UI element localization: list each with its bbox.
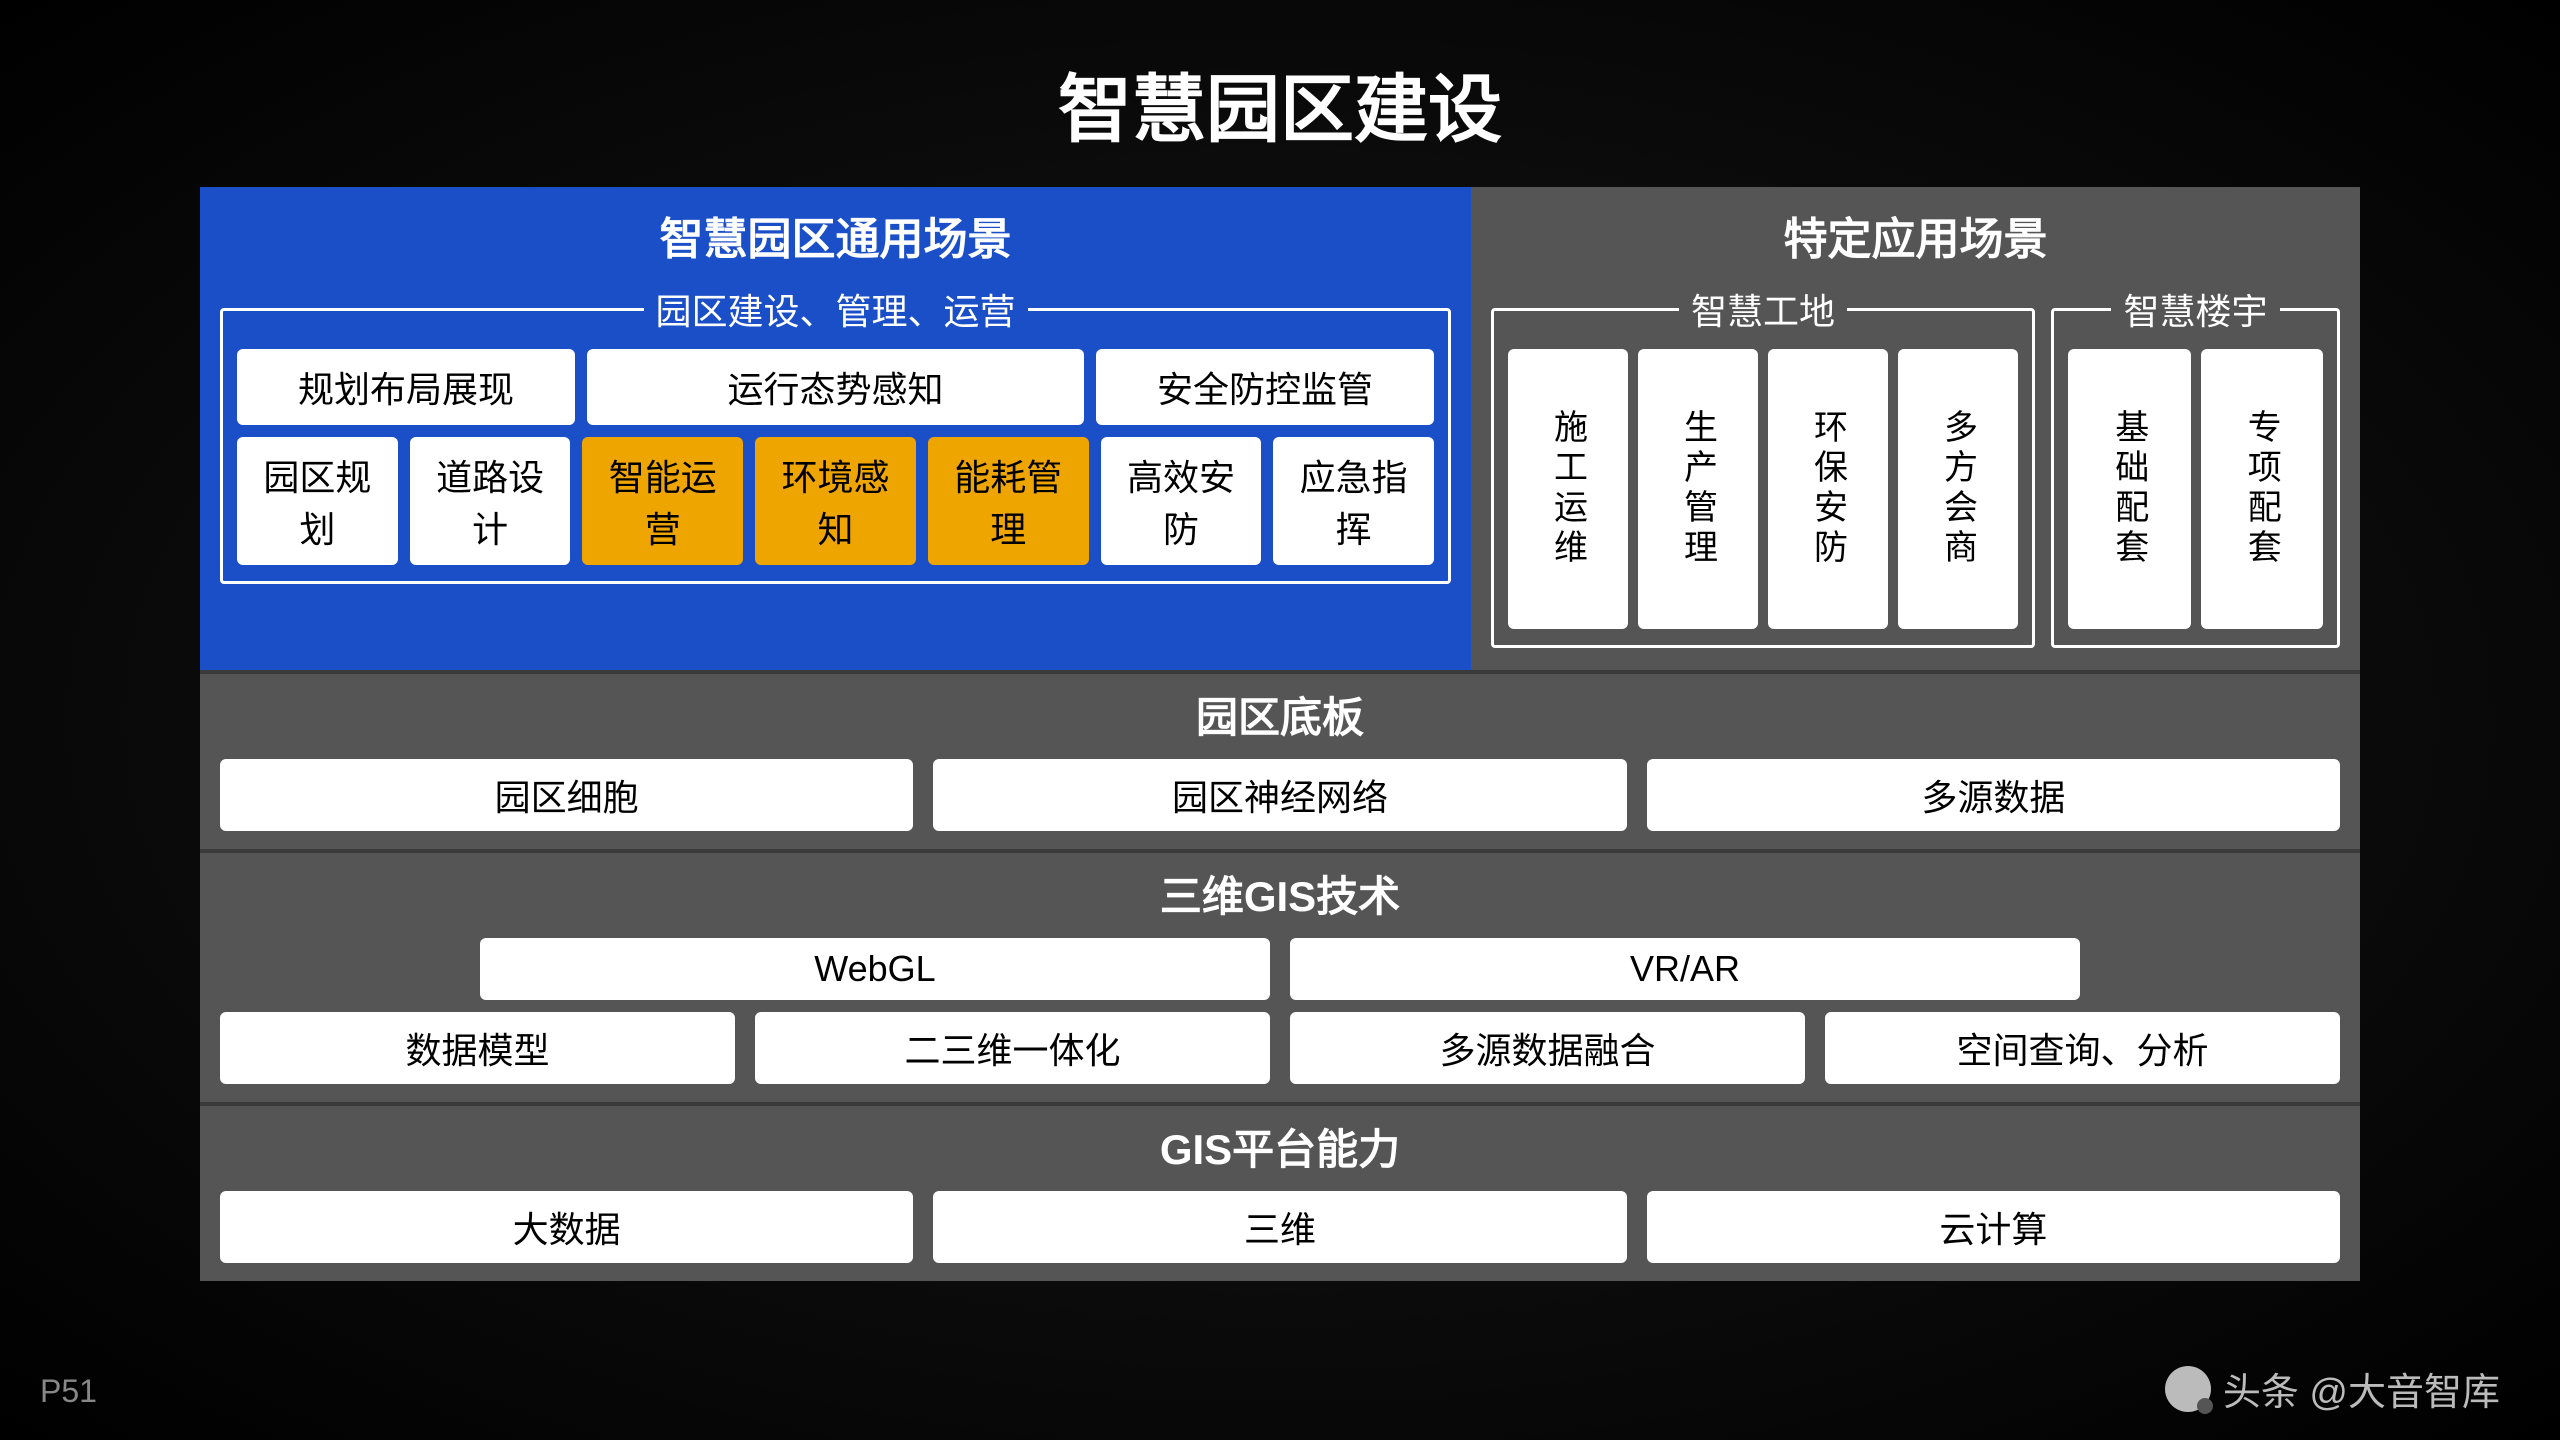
tile-special-support: 专项配套 — [2201, 349, 2324, 629]
tile-security: 高效安防 — [1101, 437, 1262, 565]
tile-basic-support: 基础配套 — [2068, 349, 2191, 629]
common-scenarios-title: 智慧园区通用场景 — [220, 203, 1451, 267]
page-number: P51 — [40, 1373, 97, 1410]
gis-platform-title: GIS平台能力 — [220, 1116, 2340, 1177]
tile-road-design: 道路设计 — [410, 437, 571, 565]
watermark-icon — [2165, 1366, 2211, 1412]
smart-site-items: 施工运维 生产管理 环保安防 多方会商 — [1508, 349, 2018, 629]
top-scenarios-row: 智慧园区通用场景 园区建设、管理、运营 规划布局展现 运行态势感知 安全防控监管… — [200, 187, 2360, 670]
tile-park-planning: 园区规划 — [237, 437, 398, 565]
gis-3d-title: 三维GIS技术 — [220, 863, 2340, 924]
tile-env-sense: 环境感知 — [755, 437, 916, 565]
tile-data-model: 数据模型 — [220, 1012, 735, 1084]
gis-3d-row2: 数据模型 二三维一体化 多源数据融合 空间查询、分析 — [220, 1012, 2340, 1084]
smart-site-legend: 智慧工地 — [1679, 283, 1847, 335]
gis-3d-section: 三维GIS技术 WebGL VR/AR 数据模型 二三维一体化 多源数据融合 空… — [200, 849, 2360, 1102]
common-row2: 园区规划 道路设计 智能运营 环境感知 能耗管理 高效安防 应急指挥 — [237, 437, 1434, 565]
tile-park-neural: 园区神经网络 — [933, 759, 1626, 831]
specific-scenarios-title: 特定应用场景 — [1491, 203, 2340, 267]
tile-bigdata: 大数据 — [220, 1191, 913, 1263]
smart-building-legend: 智慧楼宇 — [2111, 283, 2279, 335]
gis-platform-section: GIS平台能力 大数据 三维 云计算 — [200, 1102, 2360, 1281]
tile-cloud: 云计算 — [1647, 1191, 2340, 1263]
watermark-text: 头条 @大音智库 — [2223, 1361, 2500, 1416]
tile-planning-layout: 规划布局展现 — [237, 349, 575, 425]
specific-scenarios-panel: 特定应用场景 智慧工地 施工运维 生产管理 环保安防 多方会商 智慧楼宇 基础配… — [1471, 187, 2360, 670]
common-row1: 规划布局展现 运行态势感知 安全防控监管 — [237, 349, 1434, 425]
tile-2d3d: 二三维一体化 — [755, 1012, 1270, 1084]
park-base-section: 园区底板 园区细胞 园区神经网络 多源数据 — [200, 670, 2360, 849]
gis-3d-row1: WebGL VR/AR — [220, 938, 2340, 1000]
tile-park-cell: 园区细胞 — [220, 759, 913, 831]
tile-multi-source: 多源数据 — [1647, 759, 2340, 831]
tile-operation-sense: 运行态势感知 — [587, 349, 1084, 425]
tile-emergency: 应急指挥 — [1273, 437, 1434, 565]
diagram-container: 智慧园区通用场景 园区建设、管理、运营 规划布局展现 运行态势感知 安全防控监管… — [200, 187, 2360, 1281]
tile-3d: 三维 — [933, 1191, 1626, 1263]
smart-building-group: 智慧楼宇 基础配套 专项配套 — [2051, 283, 2340, 648]
park-build-manage-legend: 园区建设、管理、运营 — [644, 283, 1028, 335]
page-title: 智慧园区建设 — [0, 0, 2560, 187]
specific-groups-row: 智慧工地 施工运维 生产管理 环保安防 多方会商 智慧楼宇 基础配套 专项配套 — [1491, 283, 2340, 648]
tile-production-mgmt: 生产管理 — [1638, 349, 1758, 629]
common-scenarios-panel: 智慧园区通用场景 园区建设、管理、运营 规划布局展现 运行态势感知 安全防控监管… — [200, 187, 1471, 670]
park-base-row: 园区细胞 园区神经网络 多源数据 — [220, 759, 2340, 831]
tile-safety-control: 安全防控监管 — [1096, 349, 1434, 425]
tile-construction-ops: 施工运维 — [1508, 349, 1628, 629]
tile-vrar: VR/AR — [1290, 938, 2080, 1000]
smart-building-items: 基础配套 专项配套 — [2068, 349, 2323, 629]
tile-spatial-query: 空间查询、分析 — [1825, 1012, 2340, 1084]
tile-data-fusion: 多源数据融合 — [1290, 1012, 1805, 1084]
smart-site-group: 智慧工地 施工运维 生产管理 环保安防 多方会商 — [1491, 283, 2035, 648]
watermark: 头条 @大音智库 — [2165, 1361, 2500, 1416]
tile-env-protection: 环保安防 — [1768, 349, 1888, 629]
gis-platform-row: 大数据 三维 云计算 — [220, 1191, 2340, 1263]
tile-multi-party: 多方会商 — [1898, 349, 2018, 629]
park-build-manage-group: 园区建设、管理、运营 规划布局展现 运行态势感知 安全防控监管 园区规划 道路设… — [220, 283, 1451, 584]
tile-webgl: WebGL — [480, 938, 1270, 1000]
park-base-title: 园区底板 — [220, 684, 2340, 745]
tile-smart-ops: 智能运营 — [582, 437, 743, 565]
tile-energy-mgmt: 能耗管理 — [928, 437, 1089, 565]
